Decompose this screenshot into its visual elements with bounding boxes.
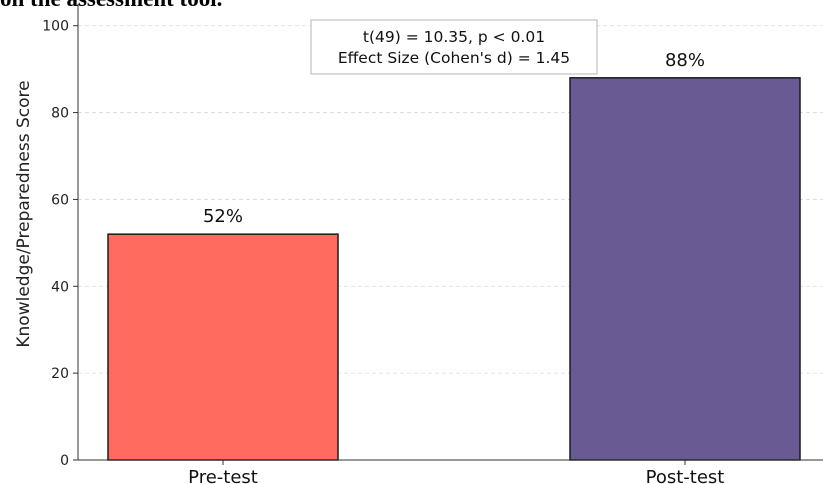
- bar-pre-test: [107, 233, 339, 461]
- x-tick-label-post-test: Post-test: [646, 467, 725, 484]
- x-tick-labels: Pre-test Post-test: [188, 467, 724, 484]
- y-tick-label-60: 60: [51, 192, 69, 208]
- y-tick-label-100: 100: [42, 19, 69, 35]
- stats-annotation: t(49) = 10.35, p < 0.01 Effect Size (Cohe…: [310, 19, 598, 75]
- y-tick-label-80: 80: [51, 106, 69, 122]
- bar-post-test: [569, 77, 801, 461]
- y-tick-labels: 0 20 40 60 80 100: [42, 19, 69, 469]
- data-label-pre-test: 52%: [203, 206, 243, 227]
- x-tick-label-pre-test: Pre-test: [188, 467, 258, 484]
- axes: [73, 4, 823, 465]
- bar-data-labels: 52% 88%: [203, 50, 705, 227]
- annotation-box: [310, 19, 598, 75]
- y-axis-title: Knowledge/Preparedness Score: [14, 80, 34, 347]
- annotation-line-2: Effect Size (Cohen's d) = 1.45: [338, 49, 570, 67]
- caption-fragment: on the assessment tool.: [0, 0, 222, 12]
- y-tick-label-40: 40: [51, 279, 69, 295]
- data-label-post-test: 88%: [665, 50, 705, 71]
- y-tick-label-20: 20: [51, 366, 69, 382]
- annotation-line-1: t(49) = 10.35, p < 0.01: [363, 28, 545, 46]
- bars: [107, 77, 801, 461]
- y-tick-label-0: 0: [60, 453, 69, 469]
